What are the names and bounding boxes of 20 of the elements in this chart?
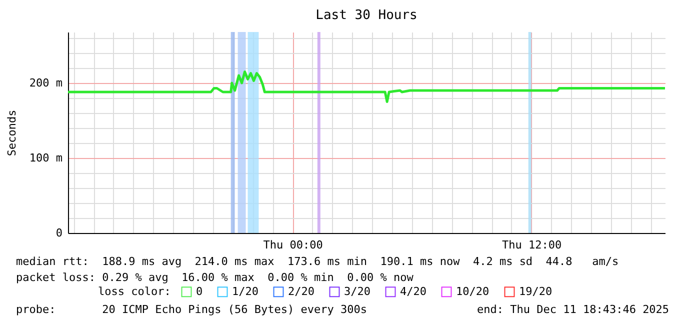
legend-label: 1/20 <box>232 284 258 298</box>
y-tick-label: 200 m <box>29 76 63 90</box>
text: end: Thu Dec 11 18:43:46 2025 <box>477 303 670 316</box>
text: packet loss: 0.29 % avg 16.00 % max 0.00 % min 0.00 % now <box>16 271 414 284</box>
legend-label: 19/20 <box>519 284 552 298</box>
legend-title: loss color: <box>98 285 171 298</box>
x-tick-label: Thu 00:00 <box>263 238 323 252</box>
line-series <box>66 70 666 103</box>
text: median rtt: 188.9 ms avg 214.0 ms max 173.6 ms min 190.1 ms now 4.2 ms sd 44.8 am/s <box>16 255 619 268</box>
y-tick-label: 0 <box>56 226 62 240</box>
y-tick-label: 100 m <box>29 152 63 164</box>
legend-label: 10/20 <box>456 284 490 298</box>
legend-label: 3/20 <box>344 284 370 298</box>
legend-label: 2/20 <box>288 284 314 298</box>
legend-label: 4/20 <box>400 284 426 298</box>
chart-title: Last 30 Hours <box>316 8 418 23</box>
text: probe: 20 ICMP Echo Pings (56 Bytes) every 300s <box>16 303 367 316</box>
x-tick-label: Thu 12:00 <box>502 238 562 252</box>
y-axis-title: Seconds <box>5 110 18 156</box>
legend-label: 0 <box>196 284 203 298</box>
